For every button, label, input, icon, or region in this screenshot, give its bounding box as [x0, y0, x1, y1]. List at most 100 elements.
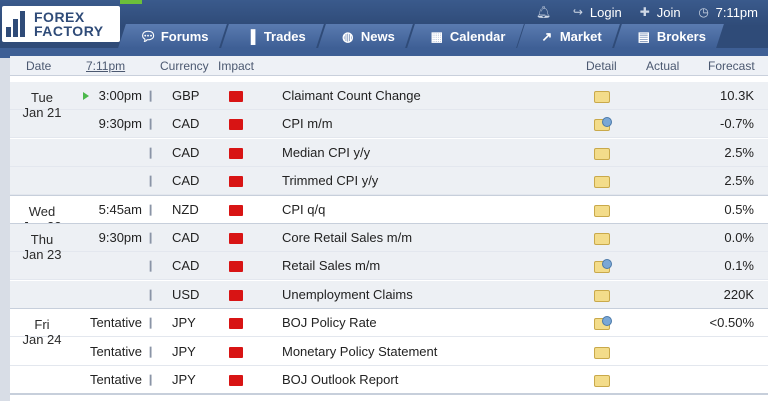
day-divider — [10, 393, 768, 396]
broker-icon: ▤ — [637, 28, 651, 43]
chat-bubbles-icon: 💬︎ — [140, 28, 157, 43]
nav-news[interactable]: ◍ News — [317, 24, 413, 48]
event-row[interactable]: 9:30pm ❙ CAD Core Retail Sales m/m 0.0% — [10, 224, 768, 252]
day-date-label: Fri Jan 24 — [18, 317, 66, 347]
event-row[interactable]: Tentative ❙ JPY BOJ Policy Rate <0.50% — [10, 309, 768, 338]
event-time: Tentative — [89, 343, 142, 359]
detail-folder-icon[interactable] — [594, 176, 610, 189]
detail-folder-icon[interactable] — [594, 289, 610, 302]
nav-strip — [0, 48, 768, 58]
event-currency: NZD — [172, 201, 199, 217]
bell-icon: 🔔︎ — [535, 5, 552, 19]
event-title[interactable]: Monetary Policy Statement — [282, 343, 438, 359]
event-row[interactable]: ❙ USD Unemployment Claims 220K — [10, 280, 768, 309]
high-impact-icon[interactable] — [229, 91, 243, 102]
sound-icon[interactable]: ❙ — [146, 90, 156, 102]
event-row[interactable]: ❙ CAD Retail Sales m/m 0.1% — [10, 252, 768, 281]
event-row[interactable]: ❙ CAD Trimmed CPI y/y 2.5% — [10, 167, 768, 196]
sound-icon[interactable]: ❙ — [146, 175, 156, 188]
detail-folder-icon[interactable] — [594, 233, 610, 245]
event-title[interactable]: Median CPI y/y — [282, 144, 371, 160]
login-link[interactable]: ↪ Login — [571, 5, 622, 20]
clock-link[interactable]: ◷ 7:11pm — [697, 5, 758, 20]
event-forecast: <0.50% — [709, 315, 754, 331]
detail-folder-icon[interactable] — [594, 316, 612, 331]
event-currency: CAD — [172, 230, 200, 245]
col-time-current[interactable]: 7:11pm — [86, 59, 126, 73]
high-impact-icon[interactable] — [229, 346, 243, 358]
event-currency: JPY — [172, 372, 196, 387]
site-logo[interactable]: FOREX FACTORY — [2, 6, 120, 42]
sound-icon[interactable]: ❙ — [146, 317, 156, 330]
notifications-link[interactable]: 🔔︎ — [536, 5, 555, 19]
bar-chart-icon: ▐ — [246, 28, 256, 43]
nav-trades-label: Trades — [263, 28, 306, 44]
high-impact-icon[interactable] — [229, 176, 243, 188]
event-title[interactable]: Core Retail Sales m/m — [282, 230, 413, 245]
join-link[interactable]: ✚ Join — [638, 5, 681, 20]
nav-forums-label: Forums — [161, 28, 209, 44]
sound-icon[interactable]: ❙ — [146, 345, 156, 358]
event-time: Tentative — [89, 315, 142, 331]
high-impact-icon[interactable] — [229, 147, 243, 159]
detail-folder-icon[interactable] — [594, 346, 610, 359]
event-row[interactable]: 3:00pm ❙ GBP Claimant Count Change 10.3K — [10, 82, 768, 110]
detail-folder-icon[interactable] — [594, 91, 610, 103]
event-title[interactable]: Retail Sales m/m — [282, 258, 381, 274]
sound-icon[interactable]: ❙ — [146, 203, 156, 216]
detail-folder-icon[interactable] — [594, 375, 610, 387]
sound-icon[interactable]: ❙ — [146, 260, 156, 273]
event-forecast: 2.5% — [724, 144, 754, 160]
high-impact-icon[interactable] — [229, 289, 243, 301]
event-title[interactable]: CPI m/m — [282, 116, 333, 132]
high-impact-icon[interactable] — [229, 261, 243, 273]
nav-calendar[interactable]: ▦ Calendar — [406, 24, 524, 48]
main-nav: 💬︎ Forums ▐ Trades ◍ News ▦ Calendar ↗ M… — [118, 24, 725, 48]
sound-icon[interactable]: ❙ — [146, 146, 156, 159]
event-row[interactable]: Tentative ❙ JPY Monetary Policy Statement — [10, 337, 768, 366]
event-title[interactable]: Unemployment Claims — [282, 286, 413, 302]
nav-news-label: News — [360, 28, 395, 44]
col-detail: Detail — [586, 59, 617, 73]
event-forecast: 0.5% — [724, 201, 754, 217]
event-row[interactable]: 5:45am ❙ NZD CPI q/q 0.5% — [10, 195, 768, 224]
high-impact-icon[interactable] — [229, 119, 243, 131]
clock-icon: ◷ — [698, 5, 709, 19]
nav-brokers-label: Brokers — [657, 28, 707, 44]
event-time: 3:00pm — [98, 88, 142, 103]
day-name: Tue — [31, 90, 53, 105]
day-date: Jan 23 — [22, 247, 62, 262]
detail-folder-icon[interactable] — [594, 117, 612, 132]
event-currency: JPY — [172, 315, 196, 331]
detail-folder-icon[interactable] — [594, 259, 612, 274]
nav-market[interactable]: ↗ Market — [517, 24, 621, 48]
event-title[interactable]: CPI q/q — [282, 201, 326, 217]
event-row[interactable]: Tentative ❙ JPY BOJ Outlook Report — [10, 366, 768, 394]
event-title[interactable]: Claimant Count Change — [282, 88, 421, 103]
nav-trades[interactable]: ▐ Trades — [220, 24, 324, 48]
high-impact-icon[interactable] — [229, 204, 243, 216]
nav-forums[interactable]: 💬︎ Forums — [118, 24, 227, 48]
col-forecast: Forecast — [708, 59, 755, 73]
event-title[interactable]: BOJ Outlook Report — [282, 372, 399, 387]
nav-brokers[interactable]: ▤ Brokers — [614, 24, 725, 48]
sound-icon[interactable]: ❙ — [146, 288, 156, 301]
detail-folder-icon[interactable] — [594, 147, 610, 160]
day-name: Wed — [28, 203, 56, 219]
event-row[interactable]: ❙ CAD Median CPI y/y 2.5% — [10, 138, 768, 167]
event-row[interactable]: 9:30pm ❙ CAD CPI m/m -0.7% — [10, 110, 768, 139]
event-time: 9:30pm — [98, 116, 142, 132]
nav-calendar-label: Calendar — [449, 28, 506, 44]
high-impact-icon[interactable] — [229, 318, 243, 330]
day-name: Fri — [34, 317, 50, 333]
event-title[interactable]: BOJ Policy Rate — [282, 315, 377, 331]
high-impact-icon[interactable] — [229, 233, 243, 244]
col-date: Date — [26, 59, 52, 73]
high-impact-icon[interactable] — [229, 375, 243, 386]
sound-icon[interactable]: ❙ — [146, 118, 156, 131]
event-title[interactable]: Trimmed CPI y/y — [282, 173, 379, 189]
detail-folder-icon[interactable] — [594, 204, 610, 217]
sound-icon[interactable]: ❙ — [146, 232, 156, 244]
sound-icon[interactable]: ❙ — [146, 374, 156, 386]
